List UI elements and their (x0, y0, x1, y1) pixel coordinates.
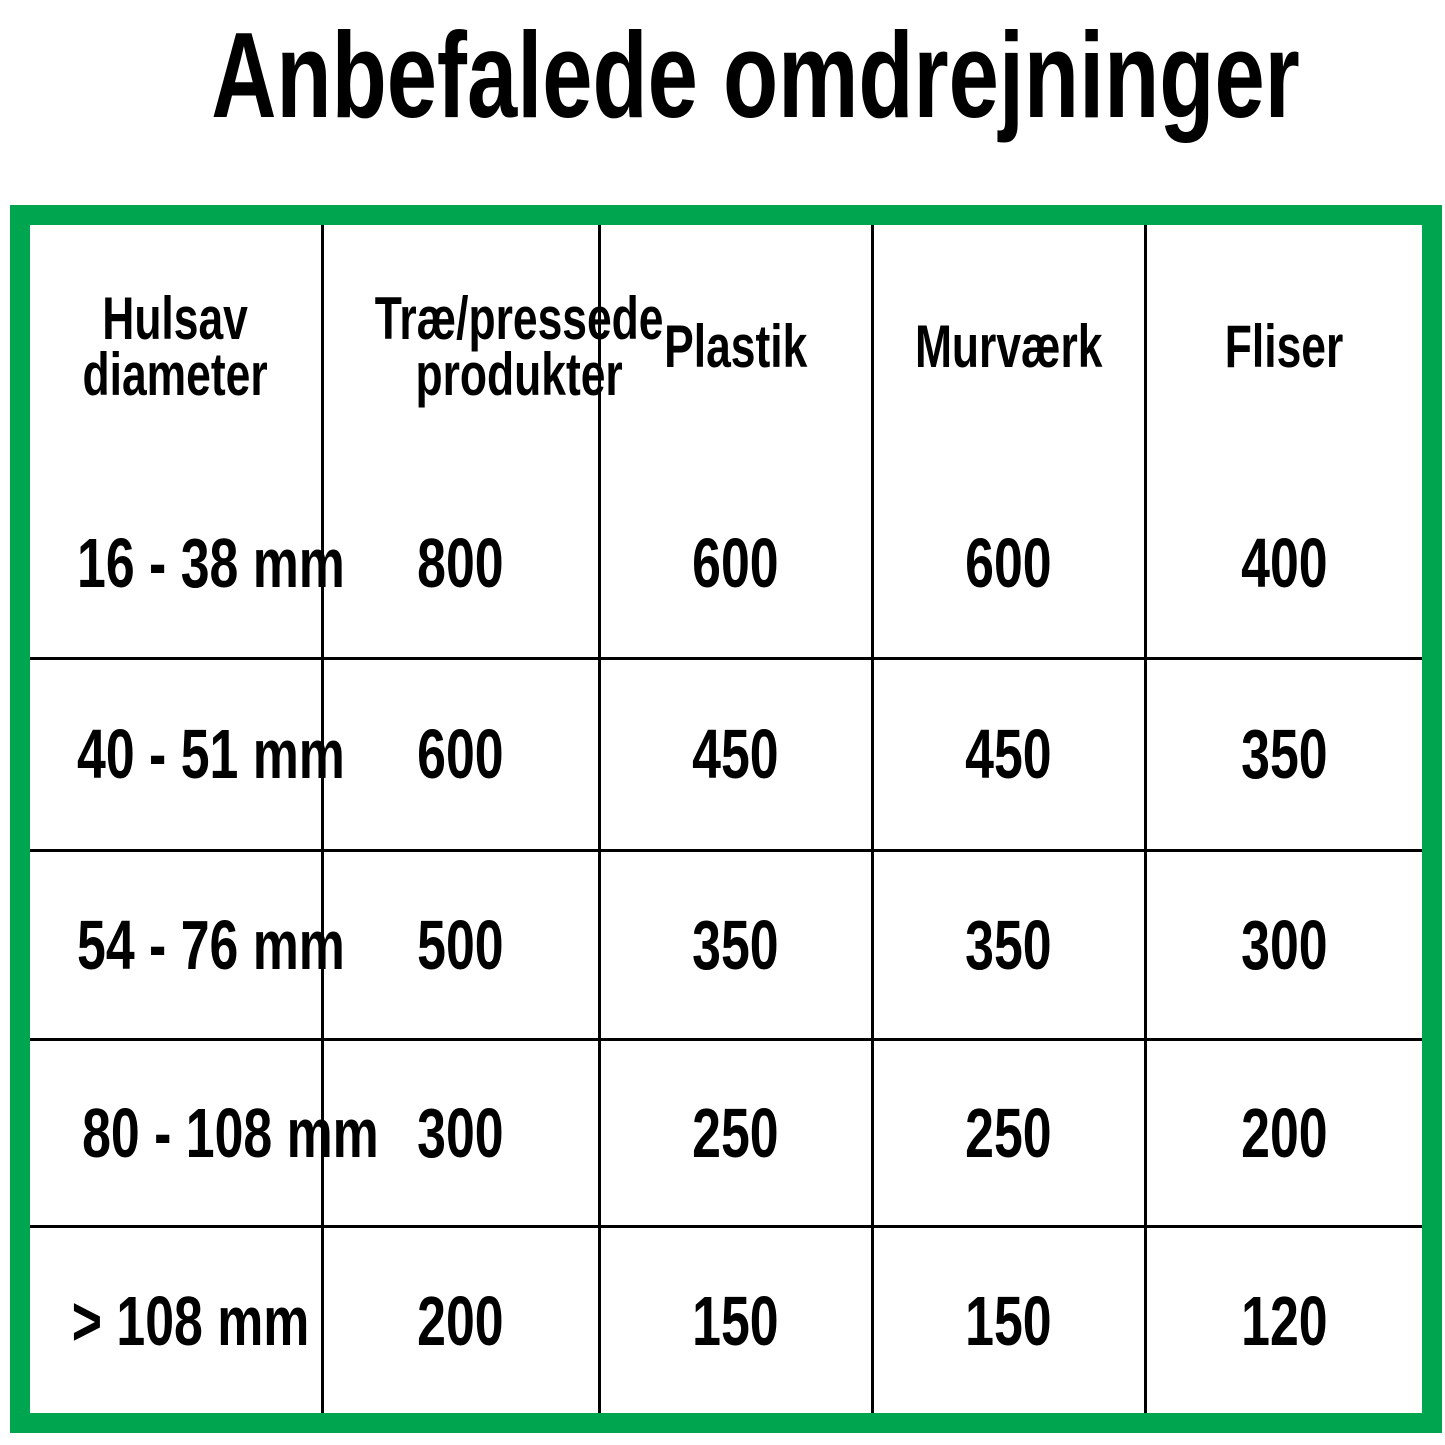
cell-tiles: 400 (1143, 469, 1422, 660)
cell-diameter: 54 - 76 mm (30, 849, 345, 1042)
cell-wood: 500 (320, 849, 601, 1042)
cell-masonry: 450 (870, 656, 1147, 853)
cell-diameter: > 108 mm (30, 1225, 324, 1413)
header-row: Hulsav diameter Træ/pressede produkter Pla… (30, 225, 1422, 470)
table-row: 54 - 76 mm 500 350 350 300 (30, 849, 1422, 1042)
cell-wood: 800 (320, 469, 601, 660)
page-title: Anbefalede omdrejninger (211, 7, 1301, 143)
cell-tiles: 300 (1143, 849, 1422, 1042)
cell-plastic: 250 (597, 1038, 874, 1229)
cell-wood: 600 (320, 656, 601, 853)
cell-plastic: 450 (597, 656, 874, 853)
cell-tiles: 200 (1143, 1038, 1422, 1229)
cell-masonry: 600 (870, 469, 1147, 660)
header-tiles: Fliser (1143, 225, 1422, 470)
header-plastic: Plastik (597, 225, 874, 470)
cell-tiles: 350 (1143, 656, 1422, 853)
cell-plastic: 600 (597, 469, 874, 660)
rpm-table-frame: Hulsav diameter Træ/pressede produkter Pla… (10, 205, 1442, 1433)
table-row: 40 - 51 mm 600 450 450 350 (30, 656, 1422, 853)
header-diameter: Hulsav diameter (30, 225, 324, 470)
table-row: 16 - 38 mm 800 600 600 400 (30, 469, 1422, 660)
table-row: 80 - 108 mm 300 250 250 200 (30, 1038, 1422, 1229)
cell-masonry: 150 (870, 1225, 1147, 1413)
rpm-table: Hulsav diameter Træ/pressede produkter Pla… (30, 225, 1422, 1413)
cell-tiles: 120 (1143, 1225, 1422, 1413)
cell-diameter: 40 - 51 mm (30, 656, 345, 853)
cell-diameter: 16 - 38 mm (30, 469, 345, 660)
cell-wood: 200 (320, 1225, 601, 1413)
cell-plastic: 150 (597, 1225, 874, 1413)
header-wood: Træ/pressede produkter (320, 225, 663, 470)
cell-plastic: 350 (597, 849, 874, 1042)
cell-masonry: 250 (870, 1038, 1147, 1229)
table-row: > 108 mm 200 150 150 120 (30, 1225, 1422, 1413)
cell-masonry: 350 (870, 849, 1147, 1042)
cell-diameter: 80 - 108 mm (30, 1038, 379, 1229)
header-masonry: Murværk (870, 225, 1147, 470)
cell-wood: 300 (320, 1038, 601, 1229)
